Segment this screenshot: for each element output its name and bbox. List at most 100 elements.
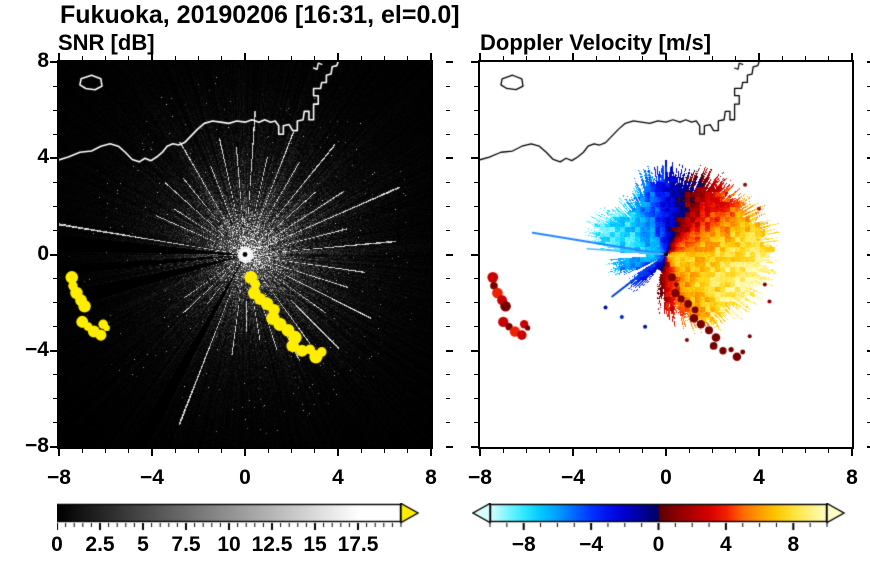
y-axis-tick [867, 349, 870, 352]
y-axis-tick [867, 422, 870, 424]
x-axis-tick [805, 56, 806, 60]
snr-panel-title: SNR [dB] [58, 30, 155, 55]
colorbar-tick-label: 15 [303, 533, 327, 556]
y-axis-tick [867, 446, 870, 448]
x-axis-tick [479, 53, 481, 60]
y-axis-tick [446, 374, 450, 376]
x-axis-tick [360, 449, 362, 453]
y-axis-tick [446, 109, 450, 111]
x-axis-tick [81, 56, 83, 60]
snr-colorbar [57, 503, 425, 535]
x-axis-tick [502, 56, 504, 60]
x-axis-tick [619, 56, 620, 60]
y-axis-tick [53, 205, 57, 207]
x-axis-tick [337, 449, 339, 456]
y-axis-tick [446, 253, 453, 256]
y-axis-tick [474, 181, 478, 183]
x-axis-tick [198, 449, 199, 453]
snr-plot-frame: −8 −4 0 4 8 −8 −4 0 4 8 [25, 49, 453, 489]
y-axis-tick [53, 133, 57, 135]
x-axis-tick [58, 53, 60, 60]
x-axis-tick [244, 449, 246, 456]
y-axis-tick [446, 446, 453, 448]
x-axis-tick [430, 53, 432, 60]
x-axis-tick [735, 56, 737, 60]
x-axis-tick [407, 56, 409, 60]
y-axis-tick [867, 326, 870, 328]
x-axis-tick [384, 56, 385, 60]
x-axis-tick [665, 449, 667, 456]
x-tick-label: 8 [846, 466, 858, 489]
x-axis-tick [688, 449, 690, 453]
x-axis-tick [174, 56, 176, 60]
colorbar-tick-label: 0 [652, 533, 665, 556]
y-axis-tick [446, 133, 450, 135]
y-axis-tick [53, 422, 57, 424]
y-axis-tick [50, 446, 57, 448]
x-tick-label: 4 [332, 466, 344, 489]
x-axis-tick [828, 449, 830, 453]
x-axis-tick [314, 56, 316, 60]
x-axis-tick [688, 56, 690, 60]
y-axis-tick [474, 326, 478, 328]
x-axis-tick [360, 56, 362, 60]
x-axis-tick [758, 449, 760, 456]
y-axis-tick [474, 302, 478, 304]
y-axis-tick [446, 278, 450, 280]
y-axis-tick [471, 61, 478, 63]
x-axis-tick [58, 449, 60, 456]
y-axis-tick [446, 61, 453, 63]
x-axis-tick [291, 56, 292, 60]
y-axis-tick [50, 61, 57, 63]
y-axis-tick [867, 133, 870, 135]
x-axis-tick [81, 449, 83, 453]
x-tick-label: 0 [239, 466, 251, 489]
y-tick-label: 4 [37, 145, 49, 169]
x-axis-tick [407, 449, 409, 453]
x-axis-tick [781, 56, 783, 60]
y-axis-tick [867, 181, 870, 183]
y-axis-tick [53, 302, 57, 304]
x-axis-tick [479, 449, 481, 456]
y-axis-tick [446, 205, 450, 207]
x-axis-tick [174, 449, 176, 453]
velocity-plot-canvas [480, 62, 852, 447]
y-axis-tick [474, 229, 478, 231]
x-axis-tick [572, 53, 574, 60]
x-axis-tick [151, 53, 153, 60]
colorbar-tick-label: 2.5 [85, 533, 115, 556]
x-axis-tick [642, 449, 644, 453]
x-axis-tick [595, 56, 597, 60]
x-tick-label: 4 [753, 466, 765, 489]
x-axis-tick [267, 56, 269, 60]
y-axis-tick [471, 253, 478, 256]
y-axis-tick [446, 422, 450, 424]
snr-plot-canvas [59, 62, 431, 447]
x-axis-tick [781, 449, 783, 453]
y-axis-tick [53, 85, 57, 87]
x-axis-tick [619, 449, 620, 453]
x-axis-tick [384, 449, 385, 453]
y-axis-tick [474, 422, 478, 424]
y-axis-tick [867, 278, 870, 280]
y-axis-tick [867, 374, 870, 376]
y-axis-tick [474, 133, 478, 135]
y-axis-tick [471, 446, 478, 448]
y-tick-label: −4 [25, 337, 49, 361]
velocity-colorbar [472, 503, 848, 535]
x-axis-tick [572, 449, 574, 456]
colorbar-tick-label: −4 [579, 533, 604, 556]
x-axis-tick [851, 449, 853, 456]
y-tick-label: 8 [37, 49, 49, 72]
x-axis-tick [595, 449, 597, 453]
y-axis-tick [867, 61, 870, 63]
x-axis-tick [549, 56, 551, 60]
x-axis-tick [128, 56, 130, 60]
colorbar-tick-label: 4 [720, 533, 732, 556]
x-axis-tick [314, 449, 316, 453]
y-axis-tick [867, 109, 870, 111]
colorbar-tick-label: 0 [51, 533, 63, 556]
x-axis-tick [758, 53, 760, 60]
y-axis-tick [53, 326, 57, 328]
y-axis-tick [50, 157, 57, 160]
